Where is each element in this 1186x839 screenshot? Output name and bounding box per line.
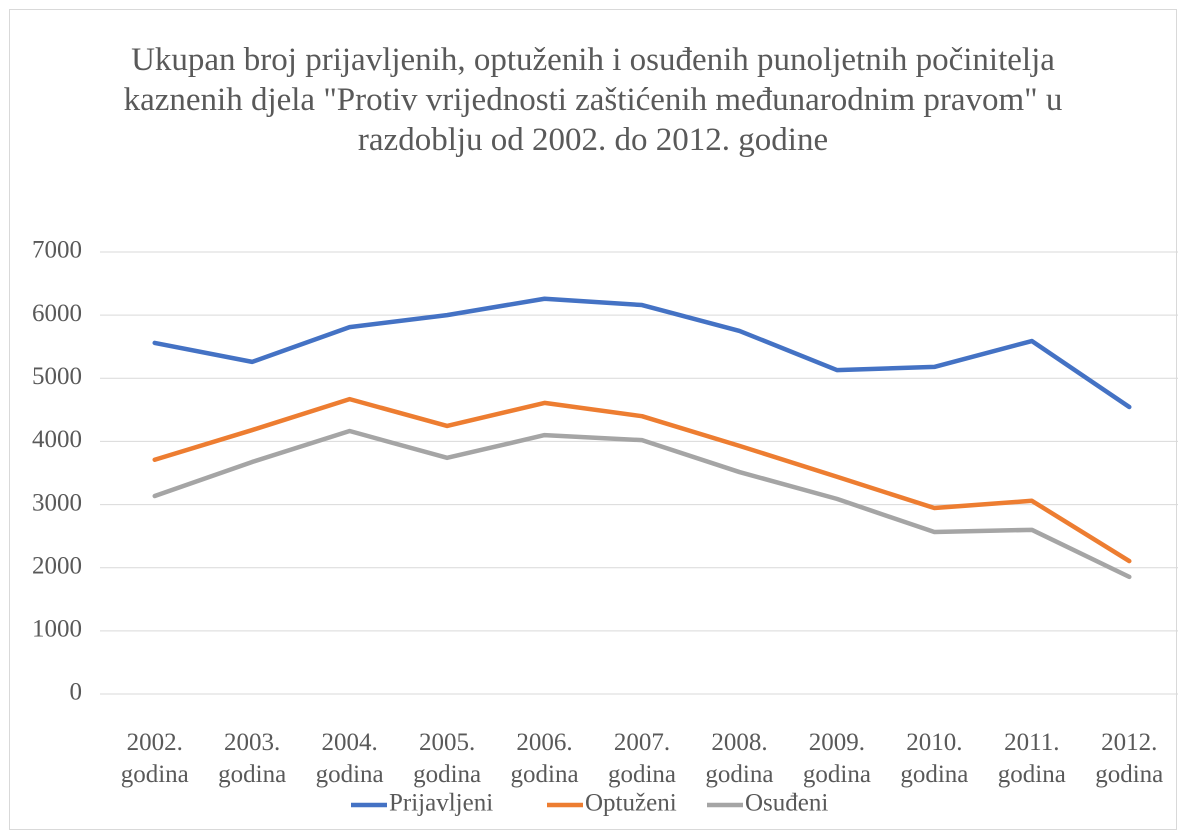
x-tick-label: 2012. godina xyxy=(1095,729,1163,788)
series-line xyxy=(152,396,1132,564)
y-tick-label: 5000 xyxy=(32,363,82,390)
y-tick-label: 2000 xyxy=(32,552,82,579)
x-tick-label: 2011. godina xyxy=(998,729,1066,788)
x-tick-label: 2002. godina xyxy=(121,729,189,788)
x-tick-label: 2009. godina xyxy=(803,729,871,788)
x-tick-label: 2008. godina xyxy=(705,729,773,788)
x-tick-label: 2004. godina xyxy=(316,729,384,788)
legend-label: Prijavljeni xyxy=(389,790,493,817)
chart-border xyxy=(9,9,1177,830)
x-tick-label: 2007. godina xyxy=(608,729,676,788)
y-tick-label: 0 xyxy=(70,679,83,706)
y-tick-label: 4000 xyxy=(32,426,82,453)
y-tick-label: 6000 xyxy=(32,300,82,327)
x-tick-label: 2003. godina xyxy=(218,729,286,788)
x-tick-label: 2005. godina xyxy=(413,729,481,788)
y-tick-label: 7000 xyxy=(32,237,82,264)
x-tick-label: 2006. godina xyxy=(511,729,579,788)
y-tick-label: 1000 xyxy=(32,616,82,643)
y-tick-label: 3000 xyxy=(32,489,82,516)
legend-label: Optuženi xyxy=(585,790,677,817)
series-line xyxy=(152,428,1132,580)
series-line xyxy=(152,296,1132,410)
legend-label: Osuđeni xyxy=(745,790,828,817)
x-tick-label: 2010. godina xyxy=(900,729,968,788)
chart-title: Ukupan broj prijavljenih, optuženih i os… xyxy=(123,42,1063,158)
